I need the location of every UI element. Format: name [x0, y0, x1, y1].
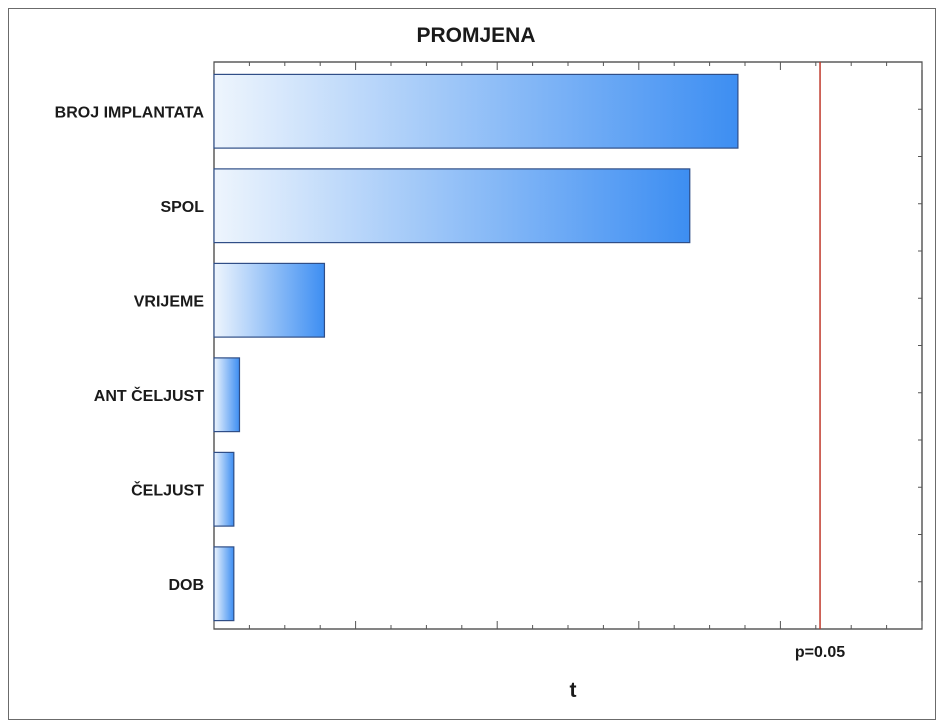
bar-čeljust	[213, 451, 235, 527]
bar-vrijeme	[213, 262, 326, 338]
category-label: ANT ČELJUST	[94, 386, 204, 405]
bars	[213, 73, 739, 622]
category-label: SPOL	[160, 199, 204, 216]
bar-dob	[213, 546, 235, 622]
category-label: VRIJEME	[134, 293, 205, 310]
x-axis-label: t	[570, 679, 577, 702]
bar-spol	[213, 168, 691, 244]
chart-title: PROMJENA	[416, 24, 535, 47]
category-label: BROJ IMPLANTATA	[55, 104, 205, 121]
reference-line-label: p=0.05	[795, 644, 845, 661]
bar-broj-implantata	[213, 73, 739, 149]
category-label: DOB	[168, 577, 204, 594]
category-label: ČELJUST	[131, 480, 204, 499]
category-labels: BROJ IMPLANTATA SPOL VRIJEME ANT ČELJUST ČEL…	[55, 104, 205, 594]
axis-ticks	[213, 62, 923, 629]
bar-ant-čeljust	[213, 357, 241, 433]
